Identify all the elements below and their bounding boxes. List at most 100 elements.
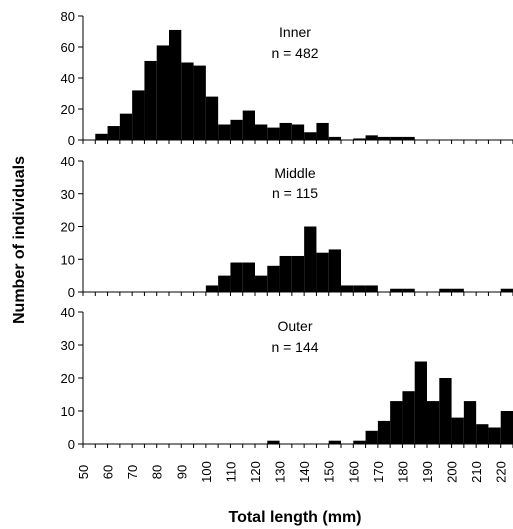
x-tick-label: 150 bbox=[322, 461, 337, 483]
histogram-bar bbox=[500, 411, 513, 444]
histogram-bar bbox=[353, 285, 366, 292]
histogram-bar bbox=[156, 45, 169, 141]
histogram-bar bbox=[463, 401, 477, 444]
histogram-bar bbox=[500, 288, 513, 292]
histogram-bar bbox=[218, 275, 231, 293]
x-tick-label: 130 bbox=[273, 461, 288, 483]
histogram-bar bbox=[488, 427, 501, 444]
histogram-bar bbox=[439, 288, 452, 292]
histogram-bar bbox=[390, 136, 403, 140]
y-tick-label: 40 bbox=[61, 154, 75, 169]
x-tick-label: 100 bbox=[199, 461, 214, 483]
y-tick-label: 0 bbox=[68, 437, 75, 452]
x-tick-label: 160 bbox=[346, 461, 361, 483]
histogram-bar bbox=[451, 417, 464, 444]
histogram-bar bbox=[242, 262, 255, 292]
histogram-bar bbox=[230, 262, 243, 292]
x-tick-label: 120 bbox=[248, 461, 263, 483]
histogram-bar bbox=[402, 391, 415, 444]
histogram-bar bbox=[119, 113, 133, 140]
histogram-bar bbox=[291, 124, 305, 140]
x-tick-label: 170 bbox=[371, 461, 386, 483]
x-tick-label: 70 bbox=[125, 465, 140, 479]
y-tick-label: 40 bbox=[61, 305, 75, 320]
histogram-bar bbox=[267, 440, 280, 444]
panel-label: Middle bbox=[274, 165, 315, 181]
histogram-bar bbox=[451, 288, 464, 292]
histogram-bar bbox=[304, 226, 317, 292]
histogram-bar bbox=[365, 135, 378, 140]
histogram-bar bbox=[476, 424, 489, 444]
histogram-bar bbox=[365, 430, 378, 444]
histogram-bar bbox=[328, 136, 341, 140]
histogram-bar bbox=[328, 249, 341, 292]
histogram-bar bbox=[439, 378, 452, 444]
histogram-bar bbox=[279, 255, 292, 292]
panels-group: 0 20 40 60 80 Inner n = 482 0 10 20 30 40 Middle n = … bbox=[61, 9, 513, 452]
histogram-bar bbox=[427, 401, 440, 444]
panel-middle: 0 10 20 30 40 Middle n = 115 bbox=[61, 154, 513, 300]
histogram-bar bbox=[169, 29, 182, 141]
histogram-bar bbox=[205, 96, 219, 140]
y-tick-label: 40 bbox=[61, 71, 75, 86]
y-tick-label: 60 bbox=[61, 40, 75, 55]
y-tick-label: 30 bbox=[61, 338, 75, 353]
x-tick-label: 80 bbox=[150, 465, 165, 479]
y-axis-title: Number of individuals bbox=[11, 156, 28, 324]
histogram-bar bbox=[242, 110, 255, 140]
histogram-bar bbox=[279, 122, 292, 140]
y-tick-label: 0 bbox=[68, 133, 75, 148]
x-tick-label: 220 bbox=[494, 461, 509, 483]
histogram-bar bbox=[402, 136, 415, 140]
panel-outer: 0 10 20 30 40 Outer n = 144 bbox=[61, 305, 513, 452]
histogram-bar bbox=[267, 127, 280, 140]
y-tick-label: 20 bbox=[61, 102, 75, 117]
histogram-bar bbox=[95, 133, 108, 140]
y-tick-label: 10 bbox=[61, 404, 75, 419]
histogram-bar bbox=[132, 90, 145, 140]
y-tick-label: 10 bbox=[61, 252, 75, 267]
x-tick-labels: 50 60 70 80 90 100 110 120 130 140 150 160 170 180 190… bbox=[76, 461, 509, 483]
panel-n-label: n = 144 bbox=[271, 339, 318, 355]
x-tick-label: 60 bbox=[101, 465, 116, 479]
histogram-bar bbox=[291, 255, 305, 292]
histogram-bar bbox=[230, 119, 243, 140]
histogram-bar bbox=[267, 265, 280, 292]
y-tick-label: 30 bbox=[61, 187, 75, 202]
y-tick-label: 20 bbox=[61, 220, 75, 235]
panel-n-label: n = 115 bbox=[272, 185, 318, 201]
histogram-bar bbox=[402, 288, 415, 292]
histogram-bar bbox=[365, 285, 378, 292]
x-tick-label: 50 bbox=[76, 465, 91, 479]
x-tick-label: 180 bbox=[395, 461, 410, 483]
histogram-bar bbox=[255, 124, 268, 140]
histogram-bar bbox=[390, 288, 403, 292]
histogram-bar bbox=[255, 275, 268, 293]
x-tick-label: 140 bbox=[297, 461, 312, 483]
histogram-bar bbox=[377, 136, 391, 140]
panel-inner: 0 20 40 60 80 Inner n = 482 bbox=[61, 9, 513, 148]
histogram-bar bbox=[353, 440, 366, 444]
x-axis-title: Total length (mm) bbox=[228, 509, 361, 526]
panel-label: Outer bbox=[277, 318, 312, 334]
x-tick-label: 110 bbox=[223, 462, 238, 483]
histogram-bar bbox=[341, 285, 354, 292]
histogram-bar bbox=[181, 62, 194, 140]
x-tick-label: 210 bbox=[469, 461, 484, 483]
histogram-bar bbox=[414, 361, 427, 444]
histogram-bar bbox=[205, 285, 219, 292]
x-tick-label: 200 bbox=[445, 461, 460, 483]
panel-n-label: n = 482 bbox=[271, 45, 318, 61]
histogram-bar bbox=[218, 124, 231, 140]
y-tick-label: 80 bbox=[61, 9, 75, 24]
histogram-bar bbox=[316, 252, 329, 292]
histogram-bar bbox=[193, 65, 206, 140]
y-tick-label: 0 bbox=[68, 285, 75, 300]
histogram-bar bbox=[304, 132, 317, 140]
panel-label: Inner bbox=[279, 24, 311, 40]
histogram-bar bbox=[328, 440, 341, 444]
x-tick-label: 90 bbox=[174, 465, 189, 479]
histogram-bar bbox=[353, 138, 366, 140]
histogram-bar bbox=[144, 60, 157, 141]
